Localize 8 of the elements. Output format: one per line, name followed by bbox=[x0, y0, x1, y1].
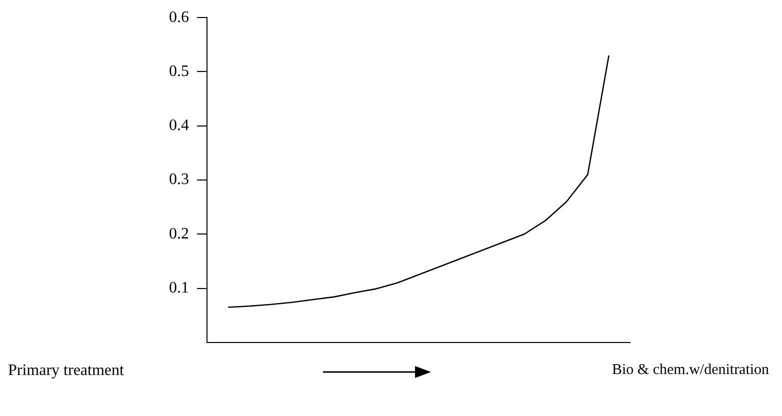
y-tick-label: 0.2 bbox=[169, 225, 189, 242]
y-tick-label: 0.4 bbox=[169, 117, 189, 134]
text: Primary treatment bbox=[8, 362, 124, 380]
y-tick-label: 0.1 bbox=[169, 279, 189, 296]
y-tick-label: 0.3 bbox=[169, 171, 189, 188]
y-tick-label: 0.6 bbox=[169, 8, 189, 26]
y-tick-label: 0.5 bbox=[169, 62, 189, 80]
text: Bio & chem.w/denitration bbox=[612, 362, 770, 379]
